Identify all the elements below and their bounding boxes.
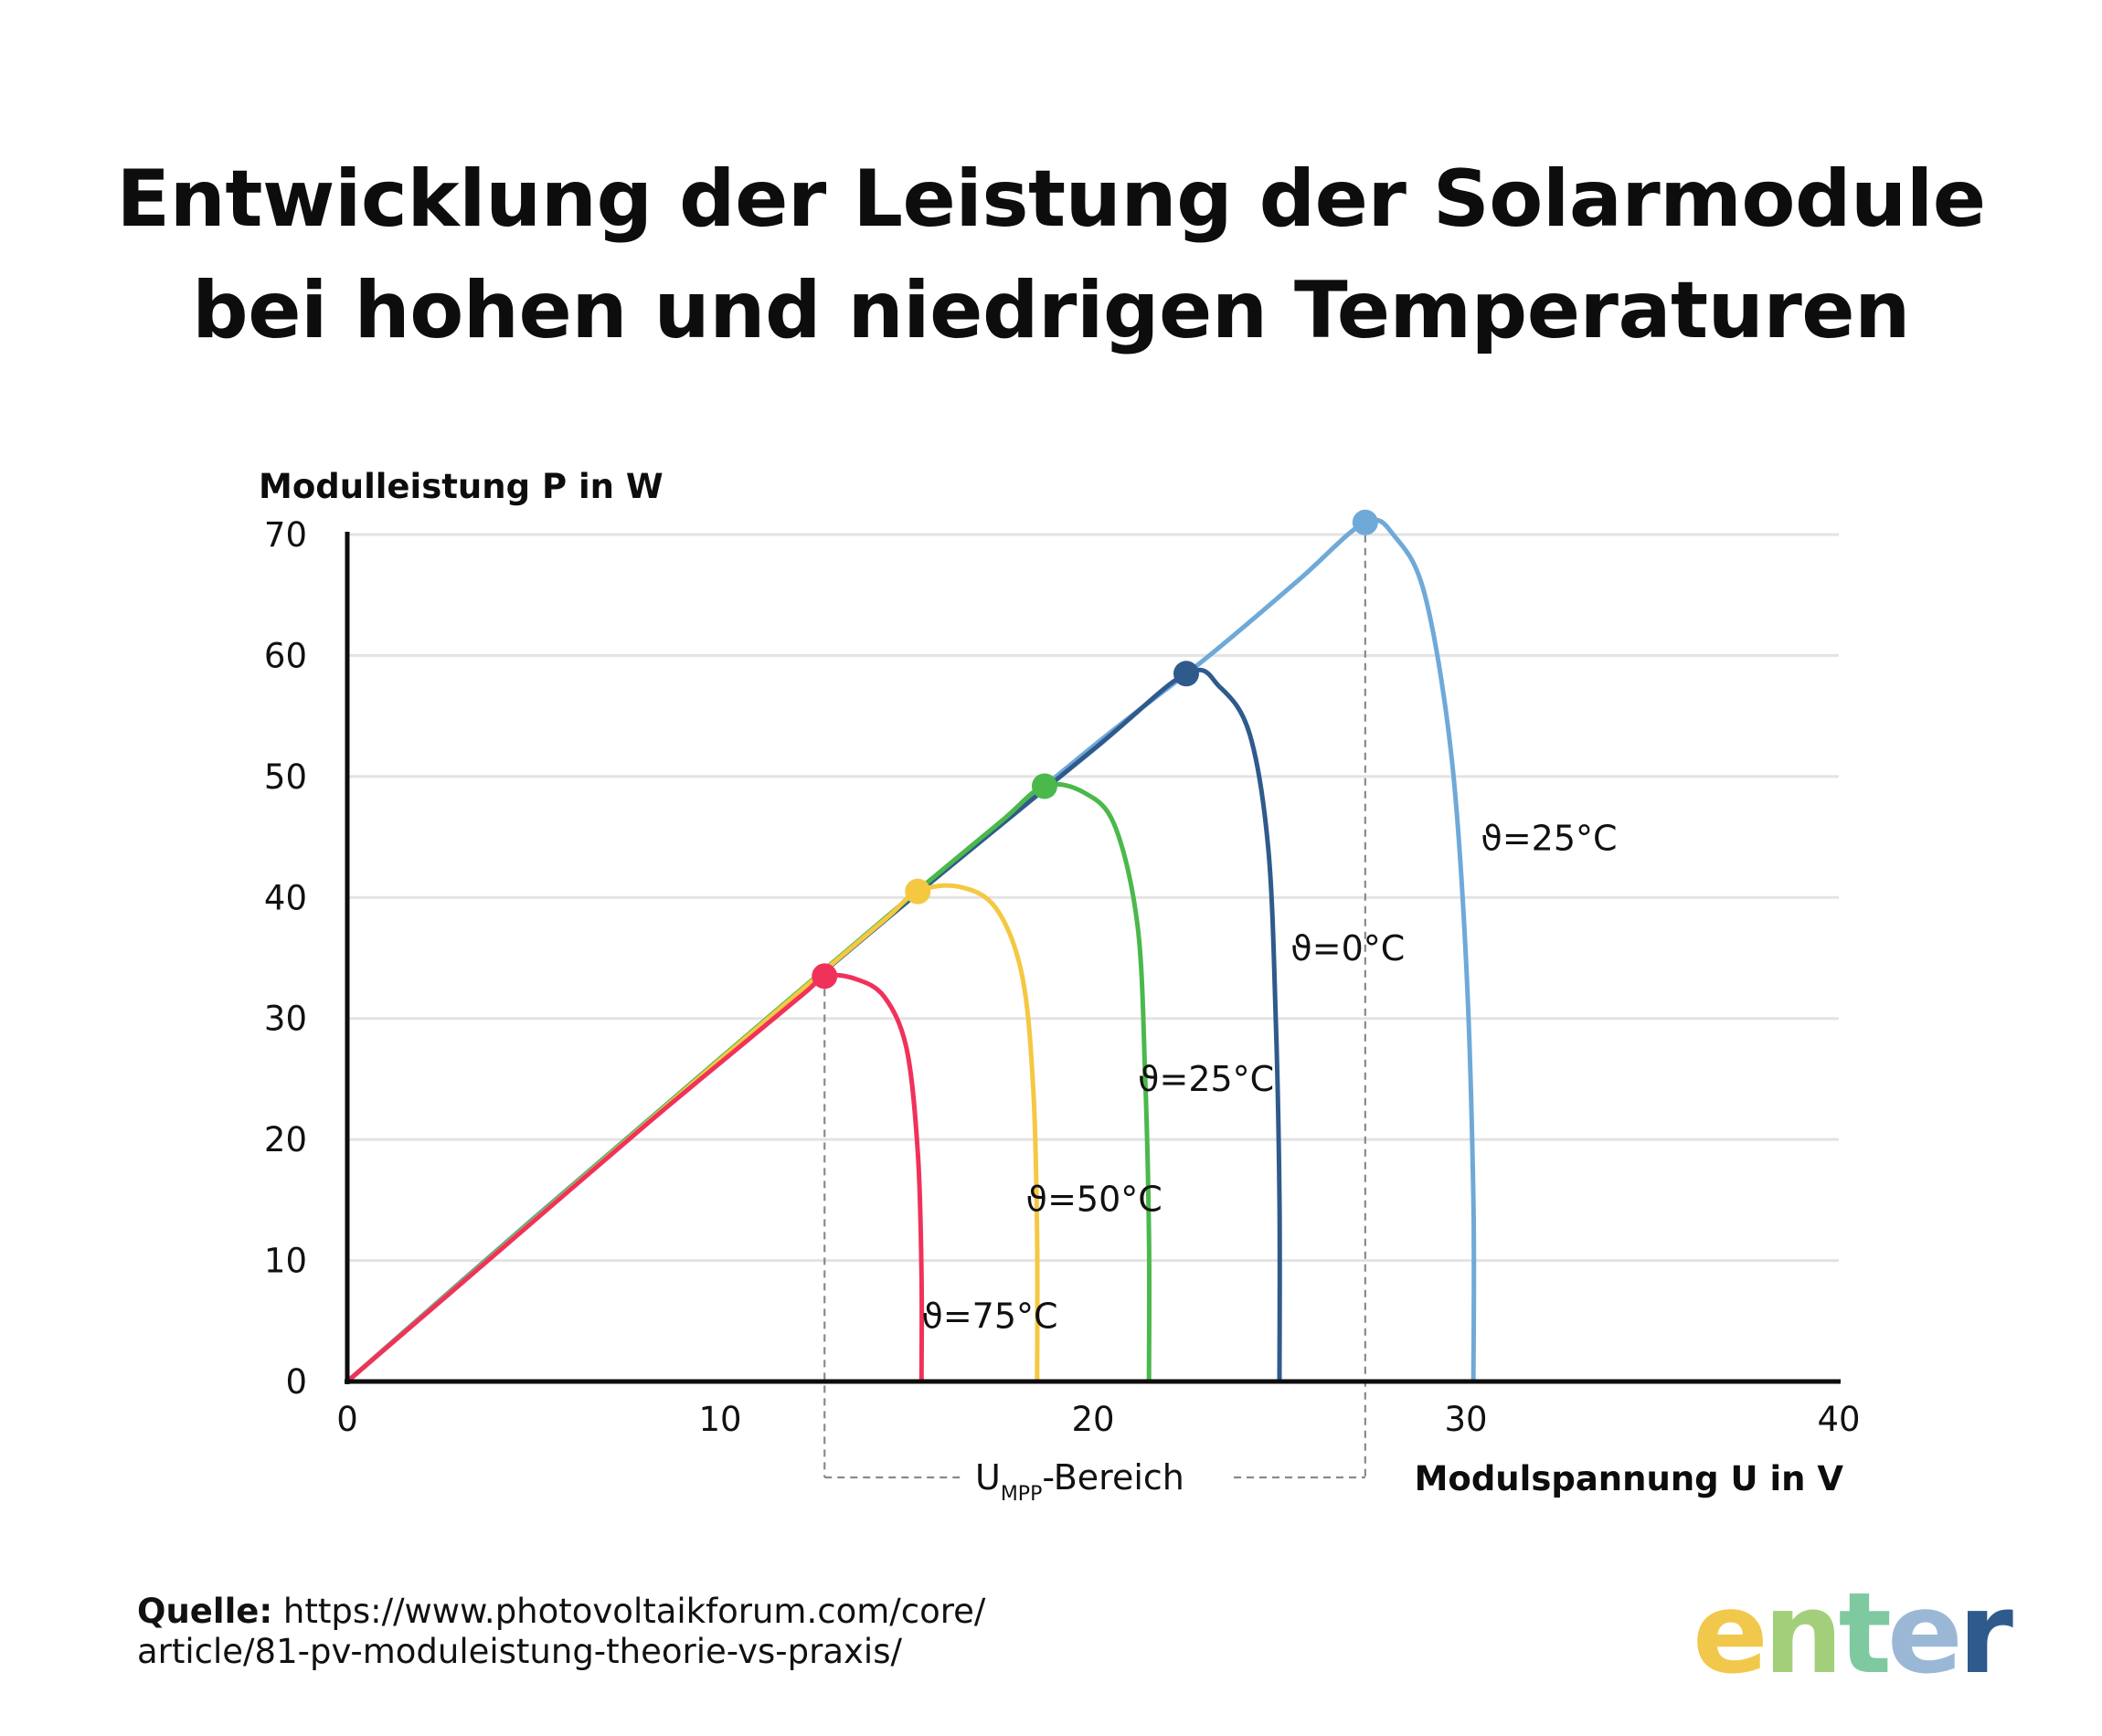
y-tick-label: 30 xyxy=(264,1000,307,1039)
chart-title-line-2: bei hohen und niedrigen Temperaturen xyxy=(192,265,1910,356)
x-tick-label: 0 xyxy=(336,1400,358,1439)
y-tick-label: 40 xyxy=(264,878,307,917)
guide-layer xyxy=(823,522,1366,1479)
y-tick-label: 0 xyxy=(285,1362,307,1402)
axes-layer xyxy=(345,532,1841,1384)
mpp-range-label: UMPP-Bereich xyxy=(975,1457,1184,1506)
text-layer: 0 10 20 30 40 50 60 70 0 10 20 30 40 Modulleistung P … xyxy=(259,467,1861,1506)
x-axis-title: Modulspannung U in V xyxy=(1415,1459,1844,1498)
logo-letter: t xyxy=(1838,1569,1892,1699)
enter-logo: enter xyxy=(1693,1569,2013,1699)
source-url-line-1[interactable]: https://www.photovoltaikforum.com/core/ xyxy=(272,1592,986,1631)
curve-label: ϑ=75°C xyxy=(921,1297,1057,1337)
mpp-point xyxy=(812,963,838,990)
logo-letter: n xyxy=(1763,1569,1843,1699)
series-line xyxy=(345,781,1152,1384)
grid-layer xyxy=(347,533,1839,1263)
y-tick-label: 10 xyxy=(264,1242,307,1281)
y-axis-title: Modulleistung P in W xyxy=(259,467,664,506)
mpp-point xyxy=(905,878,931,905)
curve-label: ϑ=0°C xyxy=(1290,928,1405,969)
series-line xyxy=(345,972,925,1384)
logo-letter: e xyxy=(1886,1569,1963,1699)
mpp-point xyxy=(1173,661,1199,687)
logo-letter: r xyxy=(1958,1569,2013,1699)
source-label: Quelle: xyxy=(137,1592,273,1631)
mpp-point xyxy=(1352,509,1378,535)
x-tick-label: 40 xyxy=(1817,1400,1860,1439)
curve-label: ϑ=50°C xyxy=(1026,1179,1162,1219)
y-tick-label: 60 xyxy=(264,636,307,675)
mpp-point xyxy=(1031,773,1057,799)
logo-letter: e xyxy=(1693,1569,1768,1699)
chart: 0 10 20 30 40 50 60 70 0 10 20 30 40 Modulleistung P … xyxy=(259,467,1861,1506)
x-tick-label: 20 xyxy=(1071,1400,1114,1439)
y-tick-label: 70 xyxy=(264,515,307,555)
y-tick-label: 20 xyxy=(264,1120,307,1159)
source-url-line-2[interactable]: article/81-pv-moduleistung-theorie-vs-pr… xyxy=(137,1632,902,1671)
curve-label: ϑ=25°C xyxy=(1138,1059,1274,1099)
series-layer xyxy=(345,509,1477,1384)
x-tick-label: 30 xyxy=(1444,1400,1487,1439)
x-tick-label: 10 xyxy=(698,1400,741,1439)
y-tick-label: 50 xyxy=(264,757,307,797)
source-note: Quelle: https://www.photovoltaikforum.co… xyxy=(137,1592,985,1672)
chart-title-line-1: Entwicklung der Leistung der Solarmodule xyxy=(116,153,1986,245)
curve-label: ϑ=25°C xyxy=(1481,819,1617,859)
